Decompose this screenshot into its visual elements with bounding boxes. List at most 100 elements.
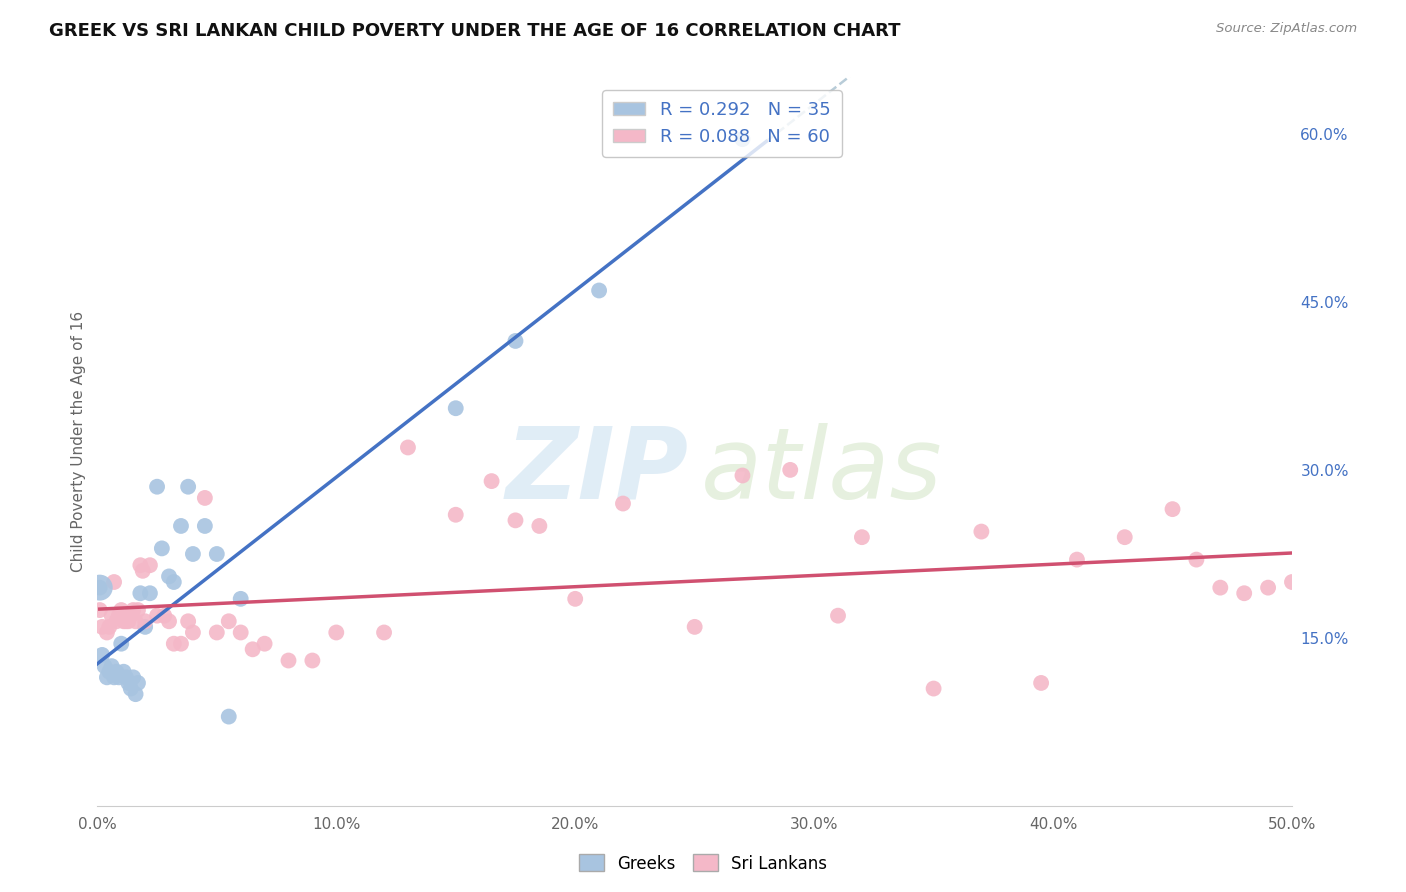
Point (103, 670, 125, 684)
Point (588, 284, 610, 298)
Point (115, 670, 138, 684)
Point (444, 401, 467, 416)
Point (117, 614, 139, 628)
Point (134, 614, 156, 628)
Point (93, 659, 115, 673)
Point (96, 625, 118, 640)
Point (129, 558, 152, 573)
Point (181, 547, 204, 561)
Point (89, 603, 111, 617)
Y-axis label: Child Poverty Under the Age of 16: Child Poverty Under the Age of 16 (72, 311, 86, 573)
Point (122, 603, 145, 617)
Point (229, 625, 252, 640)
Point (242, 642, 264, 657)
Legend: R = 0.292   N = 35, R = 0.088   N = 60: R = 0.292 N = 35, R = 0.088 N = 60 (602, 90, 842, 157)
Point (163, 574, 186, 589)
Point (112, 665, 135, 679)
Point (683, 620, 706, 634)
Point (122, 670, 145, 684)
Point (564, 591, 586, 606)
Point (1209, 581, 1232, 595)
Point (105, 665, 128, 679)
Point (132, 564, 155, 578)
Point (157, 614, 180, 628)
Point (108, 608, 131, 623)
Point (146, 608, 169, 623)
Point (205, 625, 228, 640)
Point (110, 637, 132, 651)
Point (98, 665, 121, 679)
Point (194, 519, 217, 533)
Point (505, 513, 527, 527)
Point (177, 614, 200, 628)
Point (127, 676, 149, 690)
Point (731, 132, 754, 146)
Text: GREEK VS SRI LANKAN CHILD POVERTY UNDER THE AGE OF 16 CORRELATION CHART: GREEK VS SRI LANKAN CHILD POVERTY UNDER … (49, 22, 901, 40)
Point (205, 547, 228, 561)
Point (1281, 574, 1303, 589)
Point (373, 625, 395, 640)
Point (129, 586, 152, 600)
Point (827, 608, 849, 623)
Point (96, 670, 118, 684)
Point (163, 637, 186, 651)
Point (117, 676, 139, 690)
Point (105, 614, 128, 628)
Point (139, 558, 162, 573)
Point (253, 637, 276, 651)
Point (98, 620, 121, 634)
Point (1029, 676, 1052, 690)
Point (1233, 586, 1256, 600)
Point (157, 569, 180, 583)
Point (146, 480, 169, 494)
Point (1185, 552, 1208, 566)
Point (115, 614, 138, 628)
Point (89, 581, 111, 595)
Point (124, 614, 146, 628)
Point (229, 591, 252, 606)
Point (1066, 552, 1088, 566)
Point (100, 659, 122, 673)
Point (112, 614, 135, 628)
Point (444, 508, 467, 522)
Point (970, 524, 993, 539)
Point (139, 586, 162, 600)
Point (779, 463, 801, 477)
Point (301, 653, 323, 667)
Text: ZIP: ZIP (506, 423, 689, 519)
Point (153, 608, 176, 623)
Point (481, 474, 503, 488)
Text: atlas: atlas (700, 423, 942, 519)
Point (150, 541, 173, 556)
Point (505, 334, 527, 348)
Point (731, 468, 754, 483)
Point (91, 620, 114, 634)
Point (103, 574, 125, 589)
Point (108, 670, 131, 684)
Point (218, 614, 240, 628)
Point (851, 530, 873, 544)
Point (89, 581, 111, 595)
Point (120, 681, 142, 696)
Point (127, 603, 149, 617)
Point (277, 653, 299, 667)
Point (325, 625, 347, 640)
Point (194, 491, 217, 505)
Point (120, 608, 142, 623)
Point (170, 519, 193, 533)
Point (396, 441, 419, 455)
Text: Source: ZipAtlas.com: Source: ZipAtlas.com (1216, 22, 1357, 36)
Point (612, 497, 634, 511)
Point (922, 681, 945, 696)
Point (177, 480, 200, 494)
Legend: Greeks, Sri Lankans: Greeks, Sri Lankans (572, 847, 834, 880)
Point (100, 608, 122, 623)
Point (1161, 502, 1184, 516)
Point (170, 637, 193, 651)
Point (181, 625, 204, 640)
Point (1257, 581, 1279, 595)
Point (124, 687, 146, 701)
Point (529, 519, 551, 533)
Point (91, 648, 114, 662)
Point (1114, 530, 1136, 544)
